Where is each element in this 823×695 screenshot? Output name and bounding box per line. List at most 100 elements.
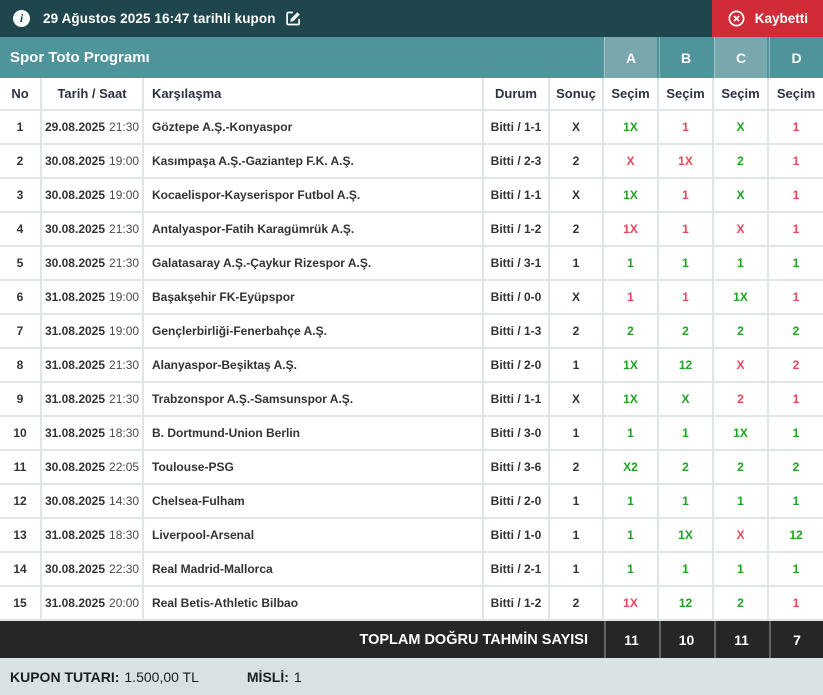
- row-number: 1: [0, 111, 40, 143]
- match-row: 6 31.08.2025 19:00 Başakşehir FK-Eyüpspor Bi…: [0, 281, 823, 313]
- match-name: Alanyaspor-Beşiktaş A.Ş.: [144, 349, 482, 381]
- row-number: 6: [0, 281, 40, 313]
- pick-C-correct: 2: [714, 315, 767, 347]
- match-result: 1: [550, 417, 602, 449]
- match-row: 8 31.08.2025 21:30 Alanyaspor-Beşiktaş A.Ş.…: [0, 349, 823, 381]
- match-status: Bitti / 3-1: [484, 247, 548, 279]
- pick-A-correct: 1X: [604, 111, 657, 143]
- header-no: No: [0, 78, 40, 109]
- match-result: 2: [550, 315, 602, 347]
- match-time: 19:00: [109, 290, 140, 304]
- match-datetime: 30.08.2025 14:30: [42, 485, 142, 517]
- pick-B-wrong: 1: [659, 179, 712, 211]
- totals-row: TOPLAM DOĞRU TAHMİN SAYISI 11 10 11 7: [0, 621, 823, 658]
- row-number: 15: [0, 587, 40, 619]
- pick-B-correct: 1: [659, 247, 712, 279]
- multiplier-value: 1: [293, 668, 302, 685]
- pick-B-wrong: 1X: [659, 145, 712, 177]
- pick-D-correct: 1: [769, 417, 823, 449]
- pick-A-correct: 1X: [604, 349, 657, 381]
- edit-pencil-icon[interactable]: [285, 10, 302, 27]
- match-time: 21:30: [109, 222, 140, 236]
- pick-A-correct: 2: [604, 315, 657, 347]
- coupon-footer: KUPON TUTARI: 1.500,00 TL MİSLİ: 1: [0, 658, 823, 695]
- pick-C-correct: 2: [714, 587, 767, 619]
- match-status: Bitti / 2-0: [484, 485, 548, 517]
- pick-D-wrong: 2: [769, 349, 823, 381]
- match-result: 2: [550, 213, 602, 245]
- match-name: Kocaelispor-Kayserispor Futbol A.Ş.: [144, 179, 482, 211]
- pick-C-correct: 1: [714, 247, 767, 279]
- match-result: X: [550, 383, 602, 415]
- pick-A-wrong: X: [604, 145, 657, 177]
- match-datetime: 30.08.2025 19:00: [42, 179, 142, 211]
- header-pick-A: Seçim: [604, 78, 657, 109]
- pick-D-correct: 2: [769, 451, 823, 483]
- match-time: 20:00: [109, 596, 140, 610]
- pick-B-correct: 1: [659, 485, 712, 517]
- row-number: 14: [0, 553, 40, 585]
- row-number: 11: [0, 451, 40, 483]
- pick-C-wrong: X: [714, 349, 767, 381]
- match-status: Bitti / 3-0: [484, 417, 548, 449]
- match-time: 21:30: [109, 392, 140, 406]
- pick-A-wrong: 1X: [604, 587, 657, 619]
- header-date: Tarih / Saat: [42, 78, 142, 109]
- pick-C-correct: 2: [714, 451, 767, 483]
- match-name: Trabzonspor A.Ş.-Samsunspor A.Ş.: [144, 383, 482, 415]
- match-row: 13 31.08.2025 18:30 Liverpool-Arsenal Bitti …: [0, 519, 823, 551]
- pick-B-correct: 2: [659, 315, 712, 347]
- match-row: 9 31.08.2025 21:30 Trabzonspor A.Ş.-Samsuns…: [0, 383, 823, 415]
- match-time: 22:05: [109, 460, 140, 474]
- match-result: 2: [550, 451, 602, 483]
- match-row: 7 31.08.2025 19:00 Gençlerbirliği-Fenerbahç…: [0, 315, 823, 347]
- match-datetime: 31.08.2025 21:30: [42, 349, 142, 381]
- match-time: 21:30: [109, 120, 140, 134]
- match-row: 11 30.08.2025 22:05 Toulouse-PSG Bitti / 3-6…: [0, 451, 823, 483]
- match-row: 4 30.08.2025 21:30 Antalyaspor-Fatih Karagü…: [0, 213, 823, 245]
- coupon-amount-value: 1.500,00 TL: [124, 668, 199, 685]
- match-time: 18:30: [109, 426, 140, 440]
- pick-C-correct: 1X: [714, 281, 767, 313]
- match-datetime: 31.08.2025 20:00: [42, 587, 142, 619]
- match-status: Bitti / 1-1: [484, 383, 548, 415]
- header-status: Durum: [484, 78, 548, 109]
- match-row: 3 30.08.2025 19:00 Kocaelispor-Kayserispor …: [0, 179, 823, 211]
- pick-C-correct: 1: [714, 553, 767, 585]
- row-number: 2: [0, 145, 40, 177]
- match-status: Bitti / 2-1: [484, 553, 548, 585]
- match-result: 2: [550, 145, 602, 177]
- pick-D-correct: 1: [769, 553, 823, 585]
- total-correct-B: 10: [659, 621, 712, 658]
- total-correct-D: 7: [769, 621, 823, 658]
- row-number: 12: [0, 485, 40, 517]
- pick-A-correct: 1: [604, 553, 657, 585]
- match-name: Chelsea-Fulham: [144, 485, 482, 517]
- pick-C-correct: 2: [714, 145, 767, 177]
- pick-B-correct: 2: [659, 451, 712, 483]
- coupon-column-header-C: C: [714, 37, 767, 78]
- match-status: Bitti / 1-2: [484, 213, 548, 245]
- match-status: Bitti / 1-2: [484, 587, 548, 619]
- match-datetime: 30.08.2025 19:00: [42, 145, 142, 177]
- coupon-status-badge: Kaybetti: [711, 0, 823, 37]
- match-status: Bitti / 0-0: [484, 281, 548, 313]
- header-pick-D: Seçim: [769, 78, 823, 109]
- match-name: Toulouse-PSG: [144, 451, 482, 483]
- pick-A-wrong: 1: [604, 281, 657, 313]
- row-number: 3: [0, 179, 40, 211]
- header-pick-B: Seçim: [659, 78, 712, 109]
- match-row: 5 30.08.2025 21:30 Galatasaray A.Ş.-Çaykur …: [0, 247, 823, 279]
- match-status: Bitti / 3-6: [484, 451, 548, 483]
- info-icon: i: [13, 10, 30, 27]
- pick-A-correct: 1: [604, 485, 657, 517]
- row-number: 5: [0, 247, 40, 279]
- match-datetime: 30.08.2025 22:05: [42, 451, 142, 483]
- match-time: 18:30: [109, 528, 140, 542]
- coupon-status-label: Kaybetti: [754, 11, 808, 26]
- pick-C-correct: 1: [714, 485, 767, 517]
- pick-D-wrong: 1: [769, 281, 823, 313]
- match-result: 1: [550, 349, 602, 381]
